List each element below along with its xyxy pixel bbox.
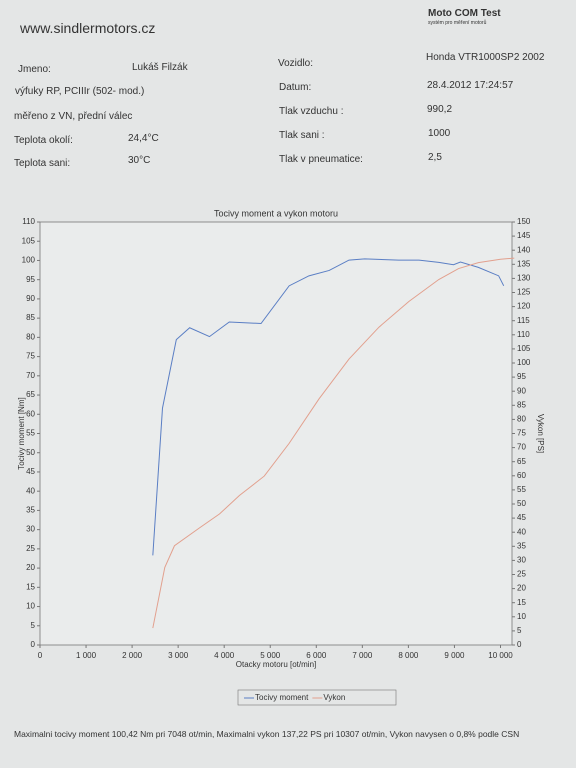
x-tick-label: 6 000 xyxy=(306,651,327,660)
y2-tick-label: 0 xyxy=(517,640,522,649)
y2-tick-label: 95 xyxy=(517,372,526,381)
y2-tick-label: 30 xyxy=(517,556,526,565)
y2-tick-label: 45 xyxy=(517,513,526,522)
x-tick-label: 3 000 xyxy=(168,651,189,660)
y2-tick-label: 150 xyxy=(517,217,531,226)
y-tick-label: 65 xyxy=(26,390,35,399)
y2-tick-label: 90 xyxy=(517,386,526,395)
y-tick-label: 0 xyxy=(31,640,36,649)
plot-frame xyxy=(39,221,513,646)
legend-label: Tocivy moment xyxy=(255,693,309,702)
y2-tick-label: 15 xyxy=(517,598,526,607)
footer: Maximalni tocivy moment 100,42 Nm pri 70… xyxy=(14,729,520,739)
y2-tick-label: 110 xyxy=(517,330,530,339)
field-value: 28.4.2012 17:24:57 xyxy=(427,80,514,91)
note: výfuky RP, PCIIIr (502- mod.) xyxy=(15,86,145,97)
y-tick-label: 95 xyxy=(26,275,35,284)
x-tick-label: 1 000 xyxy=(76,651,97,660)
brand: Moto COM Test xyxy=(428,8,501,19)
field-value: 990,2 xyxy=(427,104,453,115)
y-axis-label: Tocivy moment [Nm] xyxy=(17,397,26,469)
chart-title: Tocivy moment a vykon motoru xyxy=(214,208,338,218)
note: měřeno z VN, přední válec xyxy=(14,111,133,122)
field-label: Vozidlo: xyxy=(278,58,314,69)
brand-sub: systém pro měření motorů xyxy=(428,20,487,26)
y2-tick-label: 75 xyxy=(517,429,526,438)
y-tick-label: 30 xyxy=(26,525,35,534)
y2-tick-label: 10 xyxy=(517,612,526,621)
field-label: Teplota okolí: xyxy=(14,135,73,146)
y-tick-label: 35 xyxy=(26,506,35,515)
y2-tick-label: 40 xyxy=(517,527,526,536)
y2-tick-label: 85 xyxy=(517,400,526,409)
field-value: Honda VTR1000SP2 2002 xyxy=(426,52,545,63)
y2-tick-label: 80 xyxy=(517,415,526,424)
x-tick-label: 0 xyxy=(38,651,43,660)
y-tick-label: 5 xyxy=(31,621,36,630)
y2-tick-label: 70 xyxy=(517,443,526,452)
field-label: Teplota sani: xyxy=(14,158,71,169)
field-label: Datum: xyxy=(279,82,312,93)
y2-tick-label: 65 xyxy=(517,457,526,466)
field-value: 1000 xyxy=(428,128,451,139)
x-tick-label: 2 000 xyxy=(122,651,143,660)
x-tick-label: 9 000 xyxy=(444,651,465,660)
field-label: Tlak sani : xyxy=(279,130,325,141)
y-tick-label: 70 xyxy=(26,371,35,380)
field-value: 2,5 xyxy=(428,152,442,163)
y-tick-label: 20 xyxy=(26,563,35,572)
y-tick-label: 90 xyxy=(26,294,35,303)
x-tick-label: 5 000 xyxy=(260,651,281,660)
y2-tick-label: 115 xyxy=(517,316,530,325)
y2-tick-label: 120 xyxy=(517,302,531,311)
field-label: Jmeno: xyxy=(18,64,51,75)
y2-tick-label: 140 xyxy=(517,245,531,254)
y2-tick-label: 25 xyxy=(517,570,526,579)
y2-tick-label: 60 xyxy=(517,471,526,480)
y-tick-label: 45 xyxy=(26,467,35,476)
y-tick-label: 25 xyxy=(26,544,35,553)
field-label: Tlak v pneumatice: xyxy=(279,154,363,165)
field-value: Lukáš Filzák xyxy=(132,62,188,73)
y2-tick-label: 125 xyxy=(517,288,531,297)
x-axis-label: Otacky motoru [ot/min] xyxy=(236,660,316,669)
y-tick-label: 105 xyxy=(22,236,36,245)
y-tick-label: 110 xyxy=(22,217,35,226)
y2-tick-label: 130 xyxy=(517,274,531,283)
x-tick-label: 7 000 xyxy=(352,651,373,660)
y2-tick-label: 145 xyxy=(517,231,531,240)
y2-tick-label: 5 xyxy=(517,626,522,635)
y-tick-label: 60 xyxy=(26,409,35,418)
y-tick-label: 10 xyxy=(26,602,35,611)
y2-tick-label: 50 xyxy=(517,499,526,508)
site: www.sindlermotors.cz xyxy=(20,20,156,36)
y2-axis-label: Vykon [PS] xyxy=(536,414,545,453)
y2-tick-label: 35 xyxy=(517,541,526,550)
y-tick-label: 50 xyxy=(26,448,35,457)
legend-label: Vykon xyxy=(323,693,345,702)
y-tick-label: 85 xyxy=(26,313,35,322)
y-tick-label: 15 xyxy=(26,582,35,591)
y2-tick-label: 20 xyxy=(517,584,526,593)
y2-tick-label: 135 xyxy=(517,259,531,268)
field-label: Tlak vzduchu : xyxy=(279,106,344,117)
series-line xyxy=(152,258,505,556)
y2-tick-label: 105 xyxy=(517,344,531,353)
y-tick-label: 80 xyxy=(26,332,35,341)
y-tick-label: 40 xyxy=(26,486,35,495)
y-tick-label: 75 xyxy=(26,352,35,361)
legend-box xyxy=(237,689,397,706)
y-tick-label: 100 xyxy=(22,256,36,265)
series-line xyxy=(152,257,515,629)
y2-tick-label: 100 xyxy=(517,358,531,367)
y-tick-label: 55 xyxy=(26,429,35,438)
y2-tick-label: 55 xyxy=(517,485,526,494)
x-tick-label: 4 000 xyxy=(214,651,235,660)
x-tick-label: 8 000 xyxy=(398,651,419,660)
field-value: 24,4°C xyxy=(128,133,159,144)
x-tick-label: 10 000 xyxy=(488,651,513,660)
field-value: 30°C xyxy=(128,155,151,166)
